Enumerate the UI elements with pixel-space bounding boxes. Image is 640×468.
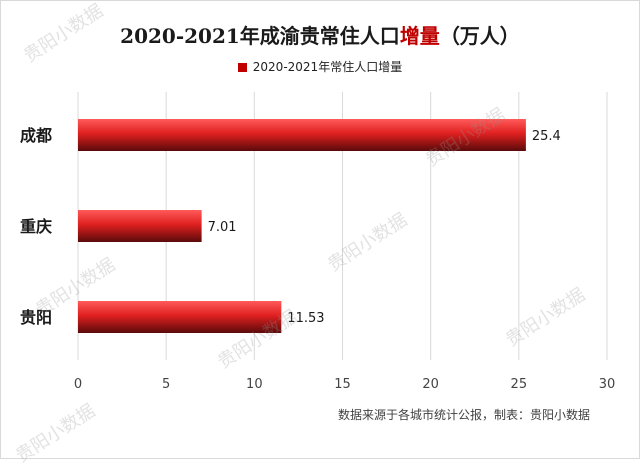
source-note: 数据来源于各城市统计公报，制表：贵阳小数据: [337, 408, 590, 422]
data-label: 7.01: [208, 220, 237, 235]
legend-swatch: [237, 63, 247, 72]
category-label: 贵阳: [20, 308, 52, 327]
x-tick-label: 10: [246, 377, 263, 392]
category-label: 成都: [20, 126, 52, 145]
legend: 2020-2021年常住人口增量: [0, 58, 640, 75]
title-suffix: （万人）: [439, 24, 520, 48]
x-tick-label: 5: [162, 377, 170, 392]
bar: [78, 210, 202, 242]
bar: [78, 119, 526, 151]
x-tick-label: 30: [599, 377, 616, 392]
bar: [78, 301, 282, 333]
labels: 0 5 10 15 20 25 30 成都 25.4 重庆 7.01 贵阳 11.53: [20, 126, 615, 392]
chart-title: 2020-2021年成渝贵常住人口增量（万人）: [0, 20, 640, 49]
x-tick-label: 20: [422, 377, 439, 392]
bars: [78, 119, 526, 333]
x-tick-label: 15: [334, 377, 351, 392]
legend-label: 2020-2021年常住人口增量: [252, 60, 403, 74]
x-tick-label: 25: [511, 377, 528, 392]
category-label: 重庆: [20, 217, 52, 236]
title-highlight: 增量: [399, 24, 440, 48]
data-label: 25.4: [532, 129, 561, 144]
data-label: 11.53: [287, 311, 324, 326]
title-prefix: 2020-2021年成渝贵常住人口: [120, 24, 400, 48]
x-tick-label: 0: [74, 377, 82, 392]
